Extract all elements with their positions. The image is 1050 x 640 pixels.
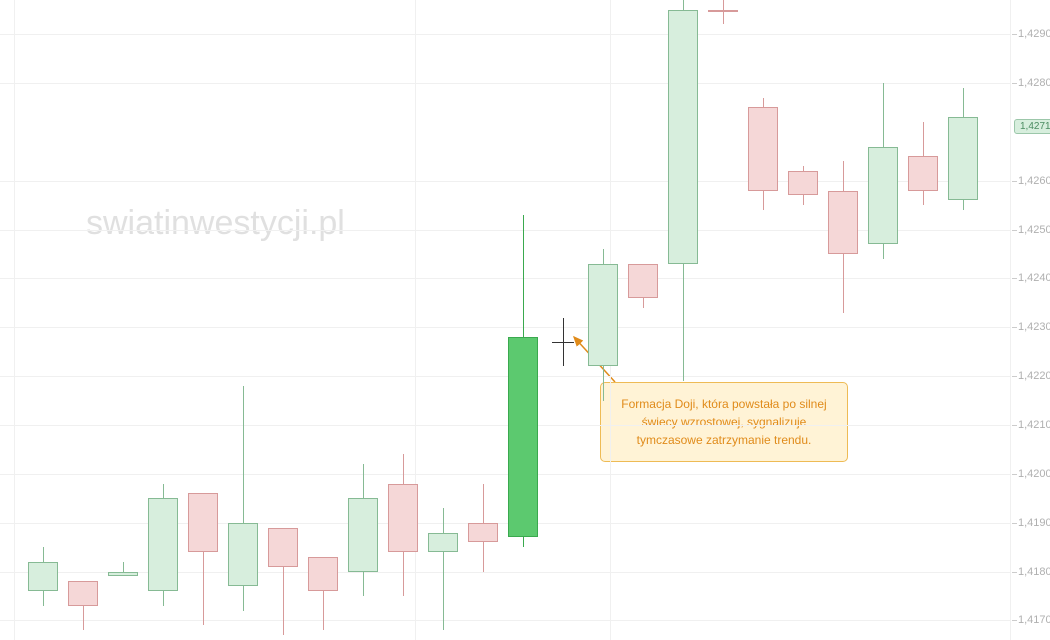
y-tick-label: 1,4200	[1018, 468, 1050, 480]
tick-dash	[1012, 230, 1017, 231]
y-tick-label: 1,4170	[1018, 614, 1050, 626]
candle-body	[268, 528, 298, 567]
gridline-h	[0, 181, 1010, 182]
candle-body	[68, 581, 98, 605]
tick-dash	[1012, 83, 1017, 84]
candle-body	[948, 117, 978, 200]
gridline-h	[0, 376, 1010, 377]
tick-dash	[1012, 278, 1017, 279]
candle-body	[748, 107, 778, 190]
tick-dash	[1012, 376, 1017, 377]
candle-body	[188, 493, 218, 552]
gridline-h	[0, 327, 1010, 328]
y-tick-label: 1,4240	[1018, 272, 1050, 284]
tick-dash	[1012, 620, 1017, 621]
y-tick-label: 1,4180	[1018, 566, 1050, 578]
candle-body	[228, 523, 258, 587]
tick-dash	[1012, 181, 1017, 182]
tick-dash	[1012, 572, 1017, 573]
tick-dash	[1012, 327, 1017, 328]
y-tick-label: 1,4260	[1018, 175, 1050, 187]
gridline-h	[0, 620, 1010, 621]
annotation-box: Formacja Doji, która powstała po silnej …	[600, 382, 848, 462]
y-tick-label: 1,4230	[1018, 321, 1050, 333]
candle-body	[388, 484, 418, 552]
candle-body	[708, 10, 738, 12]
tick-dash	[1012, 425, 1017, 426]
candle-body	[468, 523, 498, 543]
candle-wick	[443, 508, 444, 630]
y-tick-label: 1,4210	[1018, 419, 1050, 431]
y-tick-label: 1,4220	[1018, 370, 1050, 382]
gridline-h	[0, 474, 1010, 475]
candle-body	[108, 572, 138, 577]
candle-body	[28, 562, 58, 591]
candle-body	[148, 498, 178, 591]
y-tick-label: 1,4280	[1018, 77, 1050, 89]
candle-body	[828, 191, 858, 255]
y-tick-label: 1,4190	[1018, 517, 1050, 529]
gridline-h	[0, 425, 1010, 426]
tick-dash	[1012, 474, 1017, 475]
candle-body	[628, 264, 658, 298]
gridline-v	[14, 0, 15, 640]
candle-wick	[723, 0, 724, 24]
gridline-v	[1010, 0, 1011, 640]
y-tick-label: 1,4290	[1018, 28, 1050, 40]
gridline-h	[0, 230, 1010, 231]
candlestick-chart: swiatinwestycji.pl Formacja Doji, która …	[0, 0, 1050, 640]
tick-dash	[1012, 34, 1017, 35]
candle-body	[308, 557, 338, 591]
gridline-h	[0, 34, 1010, 35]
candle-body	[668, 10, 698, 264]
gridline-h	[0, 83, 1010, 84]
current-price-tag: 1,4271	[1014, 119, 1050, 134]
watermark-text: swiatinwestycji.pl	[86, 204, 345, 243]
y-tick-label: 1,4250	[1018, 224, 1050, 236]
candle-body	[908, 156, 938, 190]
candle-body	[868, 147, 898, 245]
candle-body	[428, 533, 458, 553]
candle-body	[588, 264, 618, 367]
tick-dash	[1012, 523, 1017, 524]
gridline-h	[0, 278, 1010, 279]
candle-body	[788, 171, 818, 195]
candle-body	[348, 498, 378, 571]
doji-cross	[552, 342, 574, 343]
candle-body	[508, 337, 538, 537]
